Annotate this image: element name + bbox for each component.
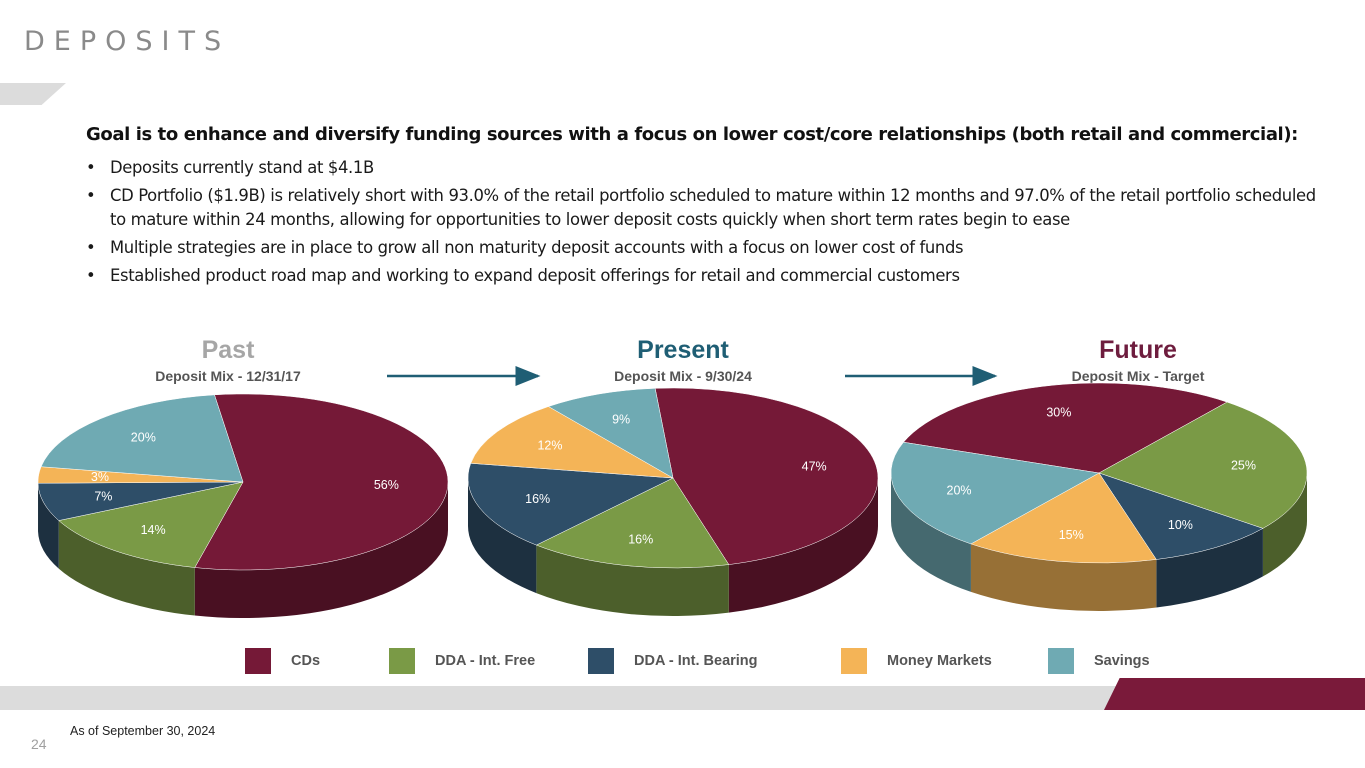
deposit-mix-charts: Past Deposit Mix - 12/31/17 56% 14% 7% 3% 20… [37, 336, 1308, 618]
legend-label-money-markets: Money Markets [887, 653, 992, 669]
pie-past-label-savings: 20% [131, 431, 156, 445]
pie-present-side-dda-int-bearing [468, 478, 537, 594]
pie-future-label-savings: 20% [947, 483, 972, 497]
legend-item-money-markets: Money Markets [841, 648, 992, 674]
chart-past-title: Past [202, 336, 255, 364]
pie-future-slice-savings [890, 441, 1100, 545]
pie-present-label-money-markets: 12% [537, 439, 562, 453]
chart-present-subtitle: Deposit Mix - 9/30/24 [614, 368, 752, 384]
pie-past-slice-savings [40, 394, 244, 483]
pie-past-side-dda-int-free [58, 520, 195, 616]
pie-present-slice-dda-int-free [535, 477, 730, 569]
chart-past-subtitle: Deposit Mix - 12/31/17 [155, 368, 301, 384]
chart-future-title: Future [1099, 336, 1177, 364]
pie-past-side-cds [194, 482, 448, 618]
pie-future-label-cds: 30% [1046, 405, 1071, 419]
pie-past-label-dda-int-free: 14% [141, 523, 166, 537]
pie-future-side-dda-int-free [1262, 473, 1307, 577]
pie-present-label-cds: 47% [802, 460, 827, 474]
pie-present-label-dda-int-bearing: 16% [525, 492, 550, 506]
pie-present-label-savings: 9% [612, 412, 630, 426]
legend-item-dda-int-bearing: DDA - Int. Bearing [588, 648, 758, 674]
legend-swatch-dda-int-free [389, 648, 415, 674]
pie-present-slice-savings [547, 388, 674, 479]
goal-statement: Goal is to enhance and diversify funding… [86, 124, 1298, 145]
pie-past-side-dda-int-bearing [38, 483, 59, 569]
chart-past: Past Deposit Mix - 12/31/17 56% 14% 7% 3% 20… [37, 336, 449, 618]
pie-future-side-money-markets [970, 543, 1157, 611]
pie-future-label-money-markets: 15% [1059, 528, 1084, 542]
pie-present-slice-cds [654, 387, 879, 565]
bullet-list: Deposits currently stand at $4.1B CD Por… [86, 156, 1326, 292]
pie-future-label-dda-int-free: 25% [1231, 458, 1256, 472]
pie-future-slice-money-markets [970, 472, 1157, 564]
pie-present-side-cds [728, 478, 878, 613]
pie-past-label-cds: 56% [374, 478, 399, 492]
pie-past-label-dda-int-bearing: 7% [94, 489, 112, 503]
pie-future-label-dda-int-bearing: 10% [1168, 518, 1193, 532]
pie-future-slice-dda-int-bearing [1098, 472, 1264, 560]
legend-label-savings: Savings [1094, 653, 1150, 669]
chart-present: Present Deposit Mix - 9/30/24 47% 16% 16% 1… [467, 336, 879, 616]
page-number: 24 [31, 736, 47, 752]
chart-future-subtitle: Deposit Mix - Target [1072, 368, 1205, 384]
bullet-cd-portfolio: CD Portfolio ($1.9B) is relatively short… [86, 184, 1326, 232]
legend-label-cds: CDs [291, 653, 321, 669]
pie-present-slice-money-markets [470, 406, 674, 479]
pie-present-side-dda-int-free [536, 545, 729, 616]
pie-future-slice-dda-int-free [1098, 401, 1308, 529]
legend-label-dda-int-free: DDA - Int. Free [435, 653, 536, 669]
pie-present-slice-dda-int-bearing [467, 463, 674, 546]
bullet-deposits: Deposits currently stand at $4.1B [86, 156, 1326, 180]
legend-swatch-money-markets [841, 648, 867, 674]
legend-item-dda-int-free: DDA - Int. Free [389, 648, 535, 674]
pie-past-slice-dda-int-free [58, 481, 244, 568]
page-title: DEPOSITS [24, 26, 231, 57]
pie-past-label-money-markets: 3% [91, 470, 109, 484]
footer-accent [1104, 678, 1365, 710]
pie-future-side-dda-int-bearing [1156, 528, 1263, 608]
legend-swatch-cds [245, 648, 271, 674]
legend-item-cds: CDs [245, 648, 320, 674]
bullet-strategies: Multiple strategies are in place to grow… [86, 236, 1326, 260]
legend-label-dda-int-bearing: DDA - Int. Bearing [634, 653, 758, 669]
pie-present-label-dda-int-free: 16% [628, 532, 653, 546]
title-accent-band [0, 83, 66, 105]
pie-past-sides [38, 482, 448, 618]
legend-swatch-savings [1048, 648, 1074, 674]
chart-future: Future Deposit Mix - Target 30% 25% 10% 15%… [890, 336, 1308, 611]
footnote: As of September 30, 2024 [70, 724, 216, 738]
legend-swatch-dda-int-bearing [588, 648, 614, 674]
pie-future-slice-cds [903, 382, 1228, 474]
legend-item-savings: Savings [1048, 648, 1150, 674]
pie-past-slice-cds [194, 393, 449, 571]
pie-future-sides [891, 473, 1307, 611]
bullet-road-map: Established product road map and working… [86, 264, 1326, 288]
pie-present-sides [468, 478, 878, 616]
legend: CDs DDA - Int. Free DDA - Int. Bearing M… [245, 648, 1165, 674]
pie-future-side-savings [891, 473, 971, 592]
chart-present-title: Present [637, 336, 729, 364]
